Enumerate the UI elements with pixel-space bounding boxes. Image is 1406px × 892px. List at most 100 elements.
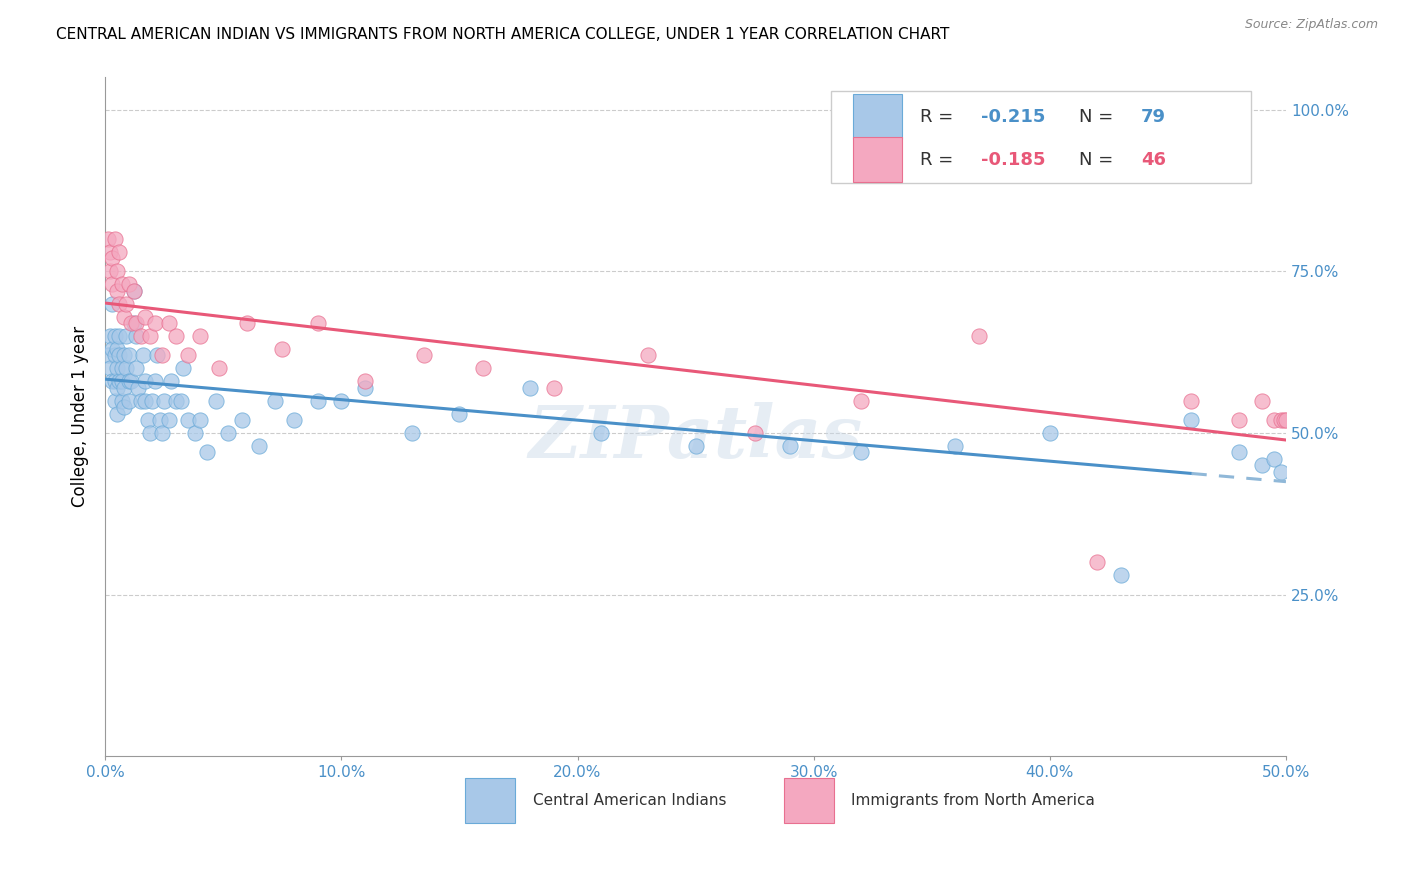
Point xyxy=(1039,425,1062,440)
FancyBboxPatch shape xyxy=(465,778,515,822)
Point xyxy=(132,348,155,362)
Point xyxy=(101,296,124,310)
Point xyxy=(105,264,128,278)
Point xyxy=(122,284,145,298)
Point xyxy=(111,374,134,388)
Point xyxy=(112,348,135,362)
Point xyxy=(236,316,259,330)
Point xyxy=(134,393,156,408)
Point xyxy=(105,284,128,298)
Point xyxy=(1227,413,1250,427)
Point xyxy=(157,413,180,427)
Point xyxy=(1251,458,1274,473)
Point xyxy=(307,316,329,330)
Point xyxy=(146,348,169,362)
Point xyxy=(101,342,124,356)
Point xyxy=(115,361,138,376)
Point xyxy=(472,361,495,376)
Point xyxy=(519,381,541,395)
Point xyxy=(129,329,152,343)
Point xyxy=(105,407,128,421)
Point xyxy=(779,439,801,453)
Text: Immigrants from North America: Immigrants from North America xyxy=(852,793,1095,808)
Point xyxy=(150,425,173,440)
Point xyxy=(112,400,135,414)
Point xyxy=(330,393,353,408)
Text: R =: R = xyxy=(920,108,959,126)
Point xyxy=(1180,413,1202,427)
Point xyxy=(104,348,127,362)
Text: Central American Indians: Central American Indians xyxy=(533,793,725,808)
Point xyxy=(105,342,128,356)
Point xyxy=(143,316,166,330)
Point xyxy=(307,393,329,408)
Point xyxy=(112,310,135,324)
Point xyxy=(177,348,200,362)
Point xyxy=(1180,393,1202,408)
Point xyxy=(637,348,659,362)
Point xyxy=(97,232,120,246)
Point xyxy=(849,445,872,459)
Text: ZIPatlas: ZIPatlas xyxy=(529,401,863,473)
Point xyxy=(104,329,127,343)
Point xyxy=(134,374,156,388)
Point xyxy=(127,381,149,395)
Point xyxy=(165,329,187,343)
Point xyxy=(108,348,131,362)
Point xyxy=(108,296,131,310)
Point xyxy=(148,413,170,427)
FancyBboxPatch shape xyxy=(852,95,903,139)
Point xyxy=(153,393,176,408)
Point xyxy=(967,329,990,343)
Point xyxy=(188,413,211,427)
Point xyxy=(247,439,270,453)
Point xyxy=(150,348,173,362)
Point xyxy=(139,329,162,343)
Point xyxy=(943,439,966,453)
Point xyxy=(108,329,131,343)
Point xyxy=(118,277,141,292)
Point xyxy=(136,413,159,427)
Point xyxy=(413,348,436,362)
Point xyxy=(160,374,183,388)
Point xyxy=(118,393,141,408)
Point xyxy=(101,277,124,292)
Point xyxy=(1270,413,1292,427)
Point xyxy=(1263,413,1285,427)
Point xyxy=(115,296,138,310)
Point xyxy=(849,393,872,408)
Point xyxy=(172,361,194,376)
Point xyxy=(105,361,128,376)
Text: CENTRAL AMERICAN INDIAN VS IMMIGRANTS FROM NORTH AMERICA COLLEGE, UNDER 1 YEAR C: CENTRAL AMERICAN INDIAN VS IMMIGRANTS FR… xyxy=(56,27,949,42)
Point xyxy=(111,361,134,376)
Text: N =: N = xyxy=(1080,108,1119,126)
Point xyxy=(141,393,163,408)
Point xyxy=(122,284,145,298)
Point xyxy=(1263,451,1285,466)
Point xyxy=(98,361,121,376)
Text: -0.215: -0.215 xyxy=(981,108,1046,126)
Text: Source: ZipAtlas.com: Source: ZipAtlas.com xyxy=(1244,18,1378,31)
Point xyxy=(120,374,142,388)
Point xyxy=(1251,393,1274,408)
Point xyxy=(108,374,131,388)
Point xyxy=(165,393,187,408)
Point xyxy=(125,361,148,376)
Point xyxy=(129,393,152,408)
Point xyxy=(1272,413,1295,427)
Point xyxy=(101,252,124,266)
Y-axis label: College, Under 1 year: College, Under 1 year xyxy=(72,326,89,508)
Point xyxy=(685,439,707,453)
Point xyxy=(744,425,766,440)
Point xyxy=(118,348,141,362)
Point xyxy=(170,393,193,408)
Text: R =: R = xyxy=(920,151,959,169)
FancyBboxPatch shape xyxy=(852,137,903,182)
Point xyxy=(101,374,124,388)
Point xyxy=(184,425,207,440)
Point xyxy=(543,381,565,395)
Point xyxy=(264,393,287,408)
Point xyxy=(157,316,180,330)
Point xyxy=(104,232,127,246)
Point xyxy=(449,407,471,421)
